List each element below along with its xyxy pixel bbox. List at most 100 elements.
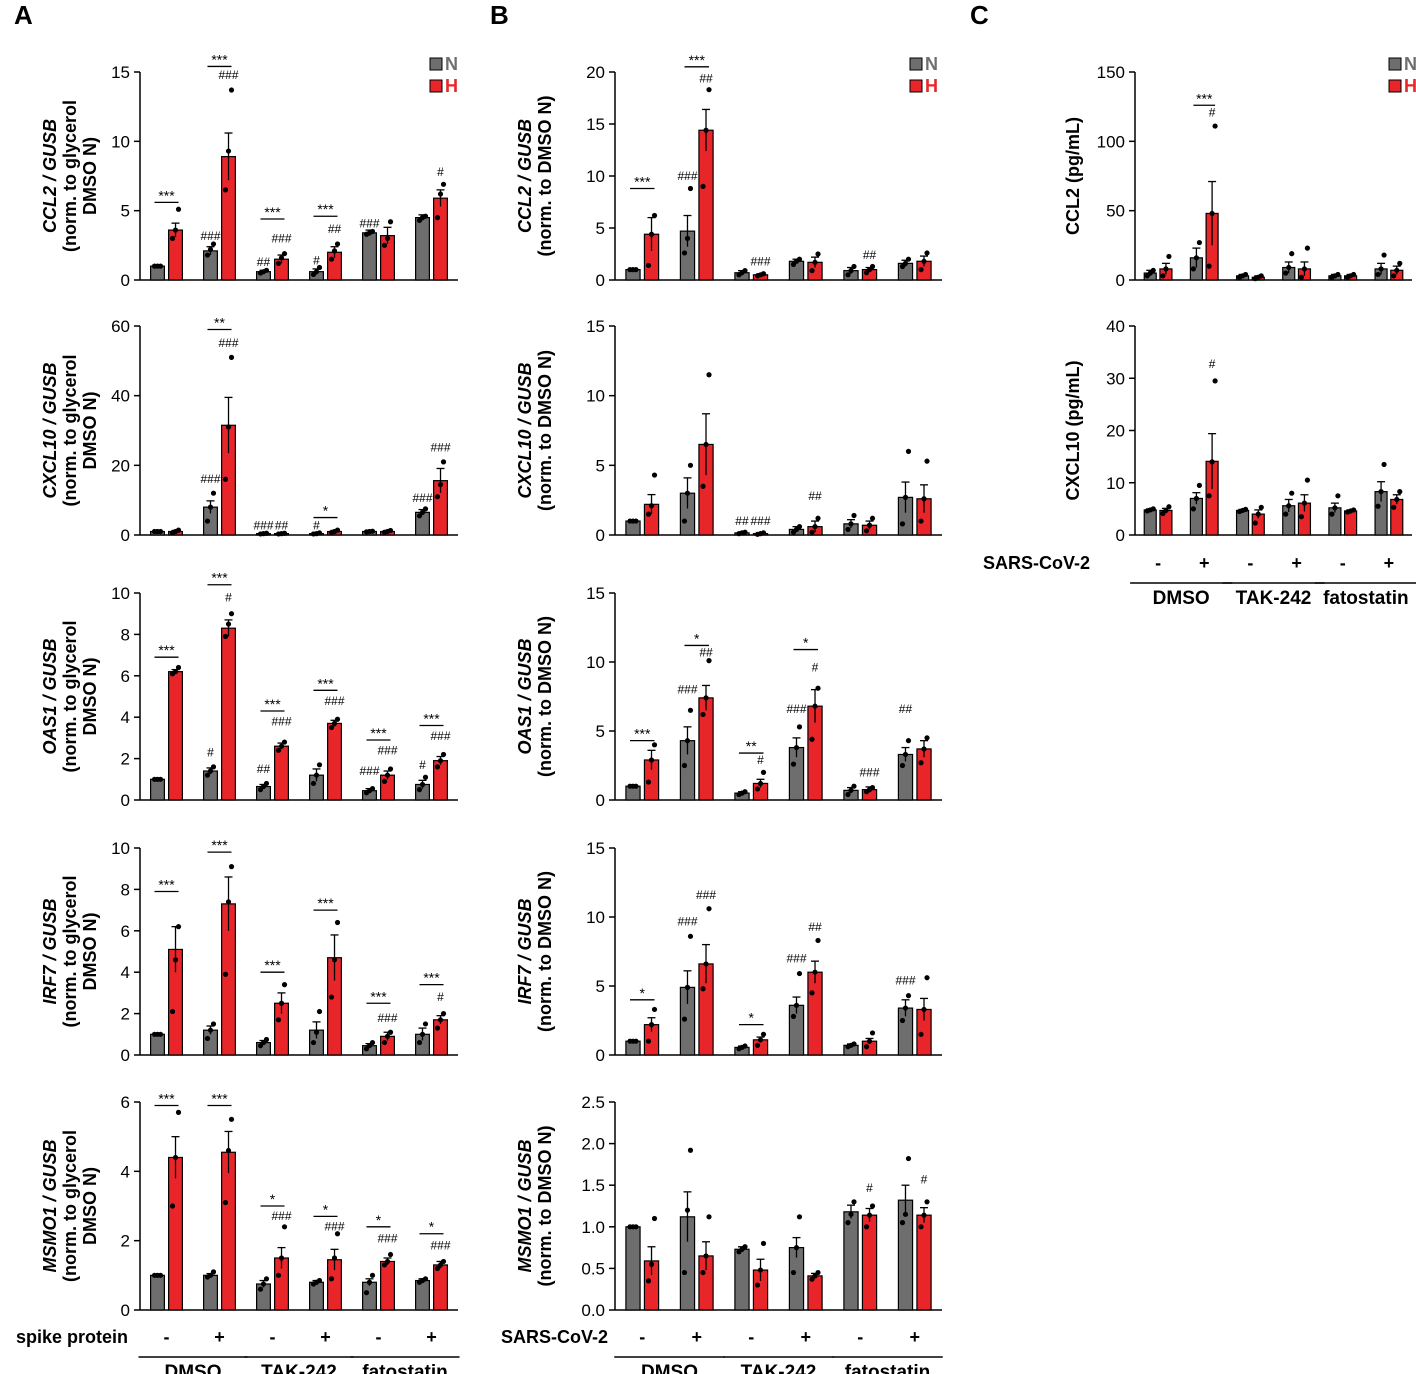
y-axis-title: IRF7 / GUSB: [515, 898, 535, 1004]
data-point: [921, 496, 927, 502]
data-point: [706, 372, 712, 378]
data-point: [228, 1116, 235, 1122]
legend-label-n: N: [445, 54, 458, 74]
bar-n: [362, 1281, 377, 1311]
data-point: [645, 1038, 652, 1044]
group-label: fatostatin: [362, 1362, 448, 1374]
data-point: [848, 268, 854, 274]
data-point: [851, 512, 857, 519]
data-point: [902, 260, 909, 266]
data-point: [1190, 266, 1197, 272]
hash-label: ###: [430, 729, 450, 743]
data-point: [706, 658, 712, 664]
data-point: [924, 1199, 930, 1205]
data-point: [687, 185, 694, 192]
data-point: [434, 1025, 441, 1031]
y-axis-subtitle: (norm. to glycerol: [60, 354, 80, 506]
data-point: [328, 724, 335, 731]
chart-a1: 0 5 10 15 CCL2 / GUSB (norm. to glycerol DMSO …: [40, 51, 458, 290]
data-point: [645, 262, 652, 269]
y-tick-label: 4: [121, 1162, 130, 1181]
bar-h: [327, 722, 342, 801]
data-point: [815, 685, 821, 691]
data-point: [700, 1269, 706, 1276]
y-axis-title: MSMO1 / GUSB: [515, 1139, 535, 1272]
group-label: DMSO: [641, 1362, 698, 1374]
data-point: [381, 778, 388, 784]
treatment-label: SARS-CoV-2: [501, 1327, 608, 1347]
data-point: [334, 527, 341, 533]
y-tick-label: 10: [586, 908, 605, 927]
treatment-sign: +: [320, 1327, 331, 1347]
y-axis-title: OAS1 / GUSB: [40, 638, 60, 754]
data-point: [1375, 503, 1381, 509]
data-point: [1397, 489, 1403, 495]
data-point: [681, 1016, 688, 1022]
data-point: [812, 524, 818, 530]
treatment-sign: +: [1199, 553, 1210, 573]
y-tick-label: 0: [121, 791, 130, 810]
hash-label: ###: [786, 952, 806, 966]
y-axis-gene: CCL2 / GUSB: [40, 119, 60, 233]
data-point: [809, 529, 815, 535]
sig-label: ***: [317, 675, 334, 691]
data-point: [328, 994, 335, 1000]
data-point: [416, 513, 423, 519]
data-point: [754, 1282, 761, 1288]
data-point: [225, 424, 232, 430]
hash-label: ###: [200, 472, 220, 486]
hash-label: #: [437, 165, 444, 179]
y-tick-label: 5: [596, 977, 605, 996]
data-point: [1378, 489, 1384, 495]
data-point: [334, 1231, 341, 1237]
bar-n: [415, 217, 430, 281]
data-point: [263, 780, 270, 787]
y-tick-label: 0: [121, 526, 130, 545]
data-point: [1332, 505, 1338, 511]
y-axis-subtitle: (norm. to glycerol: [60, 875, 80, 1027]
data-point: [845, 791, 851, 798]
data-point: [700, 483, 706, 489]
panel-label-b: B: [490, 0, 509, 30]
sig-label: *: [749, 1010, 755, 1026]
hash-label: ##: [699, 71, 713, 85]
sig-label: *: [429, 1219, 435, 1235]
hash-label: ##: [808, 920, 822, 934]
y-tick-label: 20: [586, 63, 605, 82]
bar-h: [274, 745, 289, 801]
y-axis-subtitle: (norm. to DMSO N): [535, 616, 555, 777]
sig-label: *: [803, 635, 809, 651]
treatment-sign: +: [909, 1327, 920, 1347]
data-point: [902, 1005, 909, 1011]
bar-h: [1390, 498, 1404, 536]
data-point: [742, 1043, 748, 1049]
data-point: [742, 268, 748, 274]
data-point: [703, 127, 709, 133]
chart-a4: 0 2 4 6 8 10 IRF7 / GUSB (norm. to glycerol DMSO…: [40, 837, 458, 1065]
y-tick-label: 10: [586, 653, 605, 672]
data-point: [222, 1199, 229, 1206]
legend-a: NH: [429, 54, 458, 96]
data-point: [225, 148, 232, 154]
data-point: [757, 780, 764, 787]
data-point: [645, 779, 652, 785]
y-tick-label: 0.5: [581, 1259, 605, 1278]
bar-n: [625, 1226, 641, 1311]
data-point: [387, 1251, 394, 1258]
data-point: [175, 664, 182, 671]
data-point: [899, 1220, 906, 1226]
data-point: [706, 87, 712, 93]
treatment-sign: -: [376, 1327, 382, 1347]
data-point: [228, 87, 235, 93]
y-tick-label: 40: [111, 387, 130, 406]
y-axis-subtitle-2: DMSO N): [80, 913, 100, 991]
data-point: [263, 267, 270, 273]
data-point: [757, 1037, 764, 1043]
treatment-sign: -: [1340, 553, 1346, 573]
data-point: [924, 975, 930, 981]
data-point: [422, 506, 429, 512]
hash-label: ###: [895, 974, 915, 988]
bar-h: [221, 1151, 236, 1311]
y-axis-title: CCL2 / GUSB: [515, 119, 535, 233]
bar-n: [1143, 509, 1157, 536]
